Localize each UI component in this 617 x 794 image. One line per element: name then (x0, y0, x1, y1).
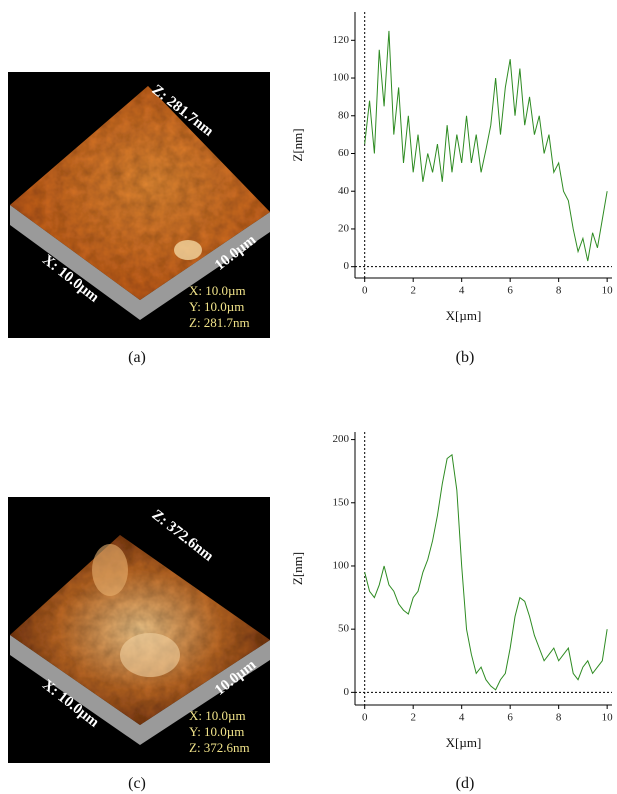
y-axis-title: Z[nm] (290, 552, 305, 585)
x-tick-label: 2 (410, 712, 416, 724)
caption: (b) (456, 349, 475, 366)
y-tick-label: 100 (333, 72, 350, 84)
info-text: X: 10.0µm (189, 283, 246, 298)
x-axis-title: X[µm] (446, 735, 482, 750)
info-text: Y: 10.0µm (189, 724, 244, 739)
afm-image-a (8, 72, 270, 338)
x-tick-label: 6 (507, 285, 513, 297)
y-tick-label: 40 (338, 185, 350, 197)
y-tick-label: 150 (333, 496, 350, 508)
x-tick-label: 4 (459, 712, 465, 724)
x-tick-label: 8 (556, 712, 562, 724)
profile-line (364, 30, 608, 262)
profile-chart: 0 20 40 60 80 100 120 0 2 4 6 8 10 X[µm] Z[nm] (290, 12, 613, 323)
x-axis-title: X[µm] (446, 308, 482, 323)
info-text: Y: 10.0µm (189, 299, 244, 314)
x-tick-label: 10 (602, 712, 614, 724)
y-tick-label: 20 (338, 222, 350, 234)
y-tick-label: 100 (333, 560, 350, 572)
y-tick-label: 120 (333, 34, 350, 46)
x-tick-label: 2 (410, 285, 416, 297)
info-text: X: 10.0µm (189, 708, 246, 723)
x-tick-label: 0 (362, 712, 368, 724)
caption: (a) (128, 349, 146, 366)
caption: (d) (456, 775, 475, 792)
profile-line (364, 453, 608, 691)
x-tick-label: 4 (459, 285, 465, 297)
x-tick-label: 8 (556, 285, 562, 297)
y-tick-label: 80 (338, 109, 350, 121)
x-tick-label: 10 (602, 285, 614, 297)
x-tick-label: 6 (507, 712, 513, 724)
x-tick-label: 0 (362, 285, 368, 297)
profile-chart: 0 50 100 150 200 0 2 4 6 8 10 X[µm] Z[nm] (290, 432, 613, 750)
caption: (c) (128, 775, 146, 792)
y-tick-label: 60 (338, 147, 350, 159)
y-tick-label: 200 (333, 433, 350, 445)
y-axis-title: Z[nm] (290, 128, 305, 161)
afm-image-c (8, 497, 270, 763)
y-tick-label: 0 (344, 686, 350, 698)
info-text: Z: 372.6nm (189, 740, 250, 755)
y-tick-label: 0 (344, 260, 350, 272)
y-tick-label: 50 (338, 623, 350, 635)
info-text: Z: 281.7nm (189, 315, 250, 330)
